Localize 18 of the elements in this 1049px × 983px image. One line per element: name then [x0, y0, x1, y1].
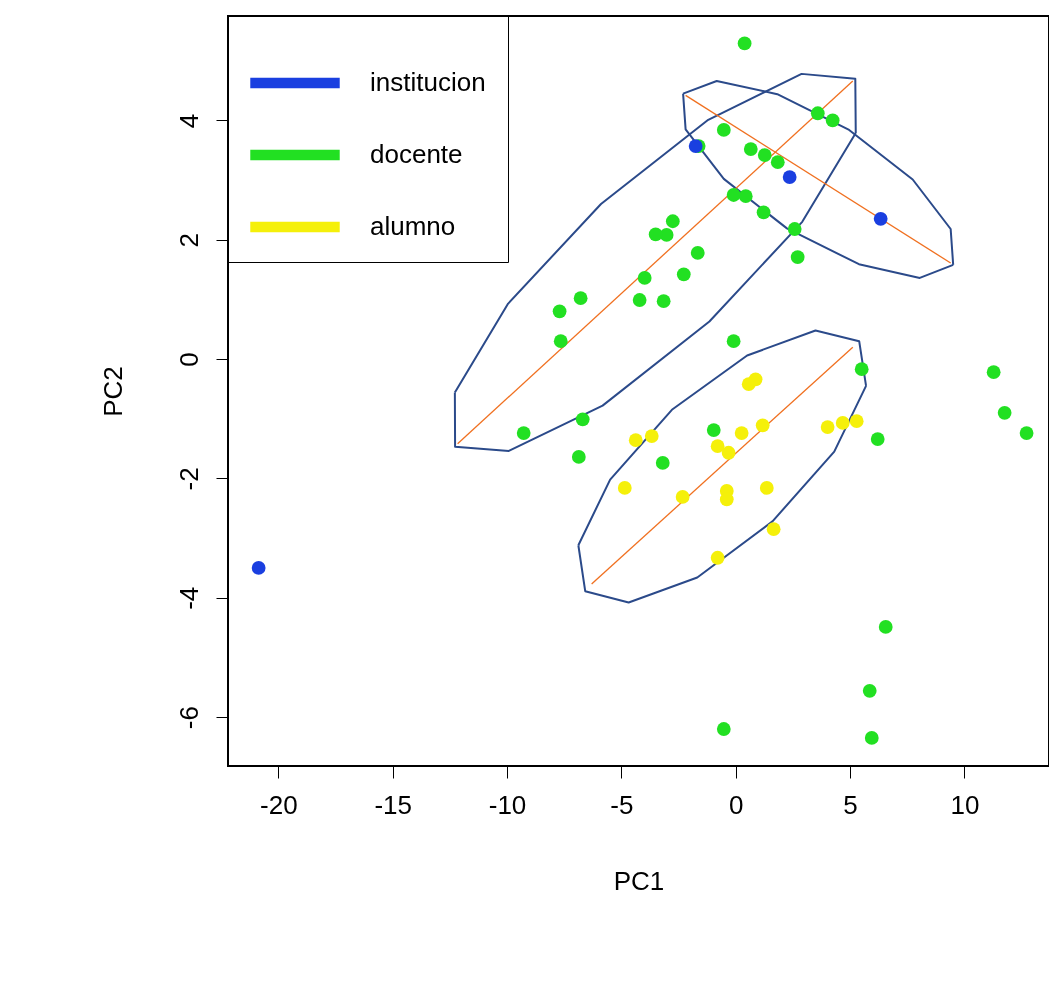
y-tick-label: -4 [173, 586, 204, 610]
y-tick-label: -2 [173, 467, 204, 491]
x-tick-label: -10 [488, 789, 527, 820]
y-tick-label: 4 [173, 113, 204, 129]
x-tick-label: 10 [950, 789, 980, 820]
x-tick-label: 5 [843, 789, 858, 820]
x-tick-label: -15 [374, 789, 412, 820]
legend-label: docente [370, 139, 463, 169]
x-tick-label: -5 [610, 789, 634, 820]
y-axis-title: PC2 [97, 366, 128, 417]
y-tick-label: -6 [173, 706, 204, 730]
y-tick-label: 2 [173, 233, 204, 248]
legend-label: alumno [370, 211, 456, 241]
x-tick-label: -20 [260, 789, 298, 820]
y-tick-label: 0 [173, 352, 204, 367]
legend-label: institucion [370, 67, 486, 97]
x-tick-label: 0 [728, 789, 744, 820]
x-axis-title: PC1 [613, 865, 665, 896]
